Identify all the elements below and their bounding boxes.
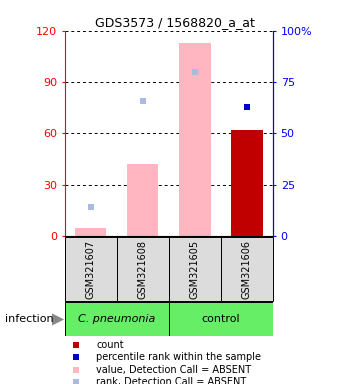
Text: GSM321608: GSM321608 <box>138 240 148 299</box>
Bar <box>169 237 221 301</box>
Bar <box>231 130 262 236</box>
Text: count: count <box>96 341 124 351</box>
Bar <box>127 164 159 236</box>
Text: rank, Detection Call = ABSENT: rank, Detection Call = ABSENT <box>96 376 246 384</box>
Bar <box>117 237 169 301</box>
Text: GSM321605: GSM321605 <box>190 240 200 299</box>
Bar <box>75 228 106 236</box>
Bar <box>169 302 273 336</box>
Text: GDS3573 / 1568820_a_at: GDS3573 / 1568820_a_at <box>95 16 255 29</box>
Text: infection: infection <box>5 314 54 324</box>
Text: GSM321607: GSM321607 <box>86 240 96 299</box>
Text: GSM321606: GSM321606 <box>242 240 252 299</box>
Text: control: control <box>202 314 240 324</box>
Text: value, Detection Call = ABSENT: value, Detection Call = ABSENT <box>96 364 251 374</box>
Bar <box>65 237 117 301</box>
Bar <box>179 43 210 236</box>
Text: C. pneumonia: C. pneumonia <box>78 314 155 324</box>
Polygon shape <box>52 313 64 326</box>
Bar <box>65 302 169 336</box>
Bar <box>221 237 273 301</box>
Text: percentile rank within the sample: percentile rank within the sample <box>96 353 261 362</box>
